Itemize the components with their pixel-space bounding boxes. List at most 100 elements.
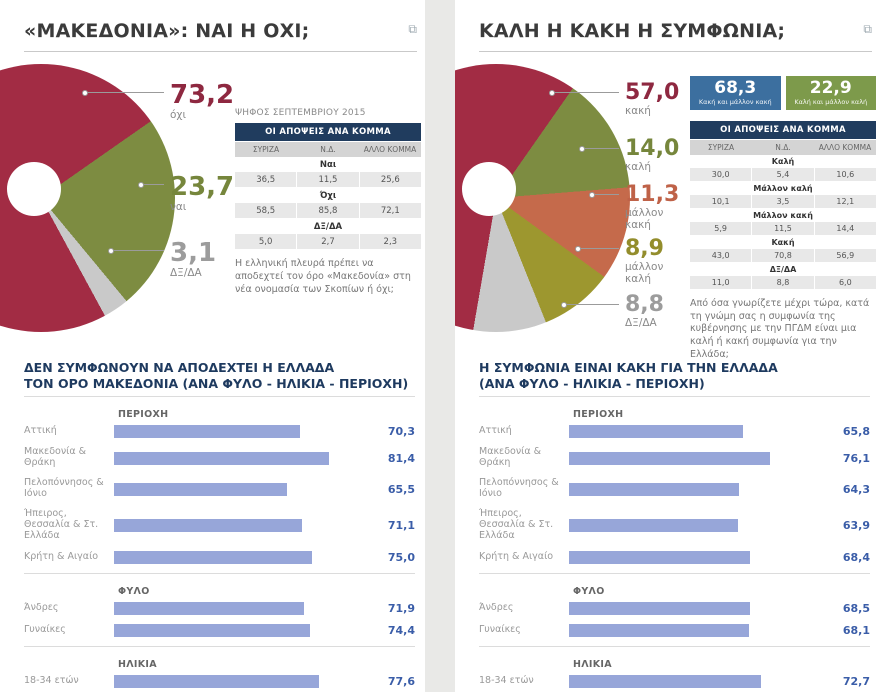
table-row-label: Μάλλον κακή — [690, 208, 876, 222]
pie-section: 57,0 κακή 14,0 καλή 11,3 μάλλον κακή 8,9 μάλλον… — [455, 52, 880, 360]
slice-label: ΔΞ/ΔΑ — [170, 267, 202, 279]
share-icon[interactable]: ⧉ — [408, 22, 417, 36]
badge-label: Καλή και μάλλον καλή — [794, 97, 868, 106]
bar-row: Γυναίκες 68,1 — [479, 623, 870, 637]
leader-line — [575, 246, 619, 252]
bar — [114, 482, 287, 496]
bar-label: Αττική — [479, 425, 512, 437]
bar-chart-section: Η ΣΥΜΦΩΝΙΑ ΕΙΝΑΙ ΚΑΚΗ ΓΙΑ ΤΗΝ ΕΛΛΑΔΑ (ΑΝ… — [455, 352, 880, 692]
bar-value: 64,3 — [842, 482, 870, 496]
table-cell-value: 5,9 — [690, 221, 752, 235]
side-column: ΨΗΦΟΣ ΣΕΠΤΕΜΒΡΙΟΥ 2015 ΟΙ ΑΠΟΨΕΙΣ ΑΝΑ ΚΟ… — [235, 108, 421, 296]
bar-track — [114, 601, 378, 615]
table-cell-value: 8,8 — [752, 275, 814, 289]
share-icon[interactable]: ⧉ — [863, 22, 872, 36]
slice-label: ναι — [170, 201, 187, 213]
bar-track — [569, 482, 833, 496]
bar-label: Μακεδονία & Θράκη — [24, 446, 87, 469]
panel-header: «ΜΑΚΕΔΟΝΙΑ»: ΝΑΙ Η ΟΧΙ; ⧉ — [24, 0, 417, 52]
bar — [569, 451, 770, 465]
bar-value: 71,1 — [387, 518, 415, 532]
slice-label: καλή — [625, 161, 651, 173]
bar-row: Πελοπόννησος & Ιόνιο 64,3 — [479, 477, 870, 500]
table-cell-value: 58,5 — [235, 203, 297, 218]
bar-group-title: ΗΛΙΚΙΑ — [118, 658, 157, 670]
leader-line — [589, 192, 619, 198]
bar-value: 77,6 — [387, 674, 415, 688]
bar-track — [114, 550, 378, 564]
table-cell-value: 2,3 — [359, 234, 421, 249]
table-cell-value: 3,5 — [752, 194, 814, 208]
table-cell-value: 25,6 — [359, 172, 421, 187]
bar-title-line2: ΤΟΝ ΟΡΟ ΜΑΚΕΔΟΝΙΑ (ΑΝΑ ΦΥΛΟ - ΗΛΙΚΙΑ - Π… — [24, 375, 409, 391]
table-cell-value: 14,4 — [814, 221, 876, 235]
panel-macedonia-question: «ΜΑΚΕΔΟΝΙΑ»: ΝΑΙ Η ΟΧΙ; ⧉ 73,2 όχι 23,7 ναι… — [0, 0, 425, 692]
bar-chart: ΠΕΡΙΟΧΗ Αττική 70,3 Μακεδονία & Θράκη 81,4 Πε… — [24, 396, 415, 692]
table-row: 5,9 11,5 14,4 — [690, 221, 876, 235]
table-column-row: ΣΥΡΙΖΑ Ν.Δ. ΑΛΛΟ ΚΟΜΜΑ — [690, 139, 876, 155]
bar-track — [114, 425, 378, 439]
table-row-label: Ναι — [235, 157, 421, 172]
table-row-label: ΔΞ/ΔΑ — [690, 262, 876, 276]
column-header: ΑΛΛΟ ΚΟΜΜΑ — [818, 142, 872, 152]
bar — [569, 518, 738, 532]
bar — [569, 623, 749, 637]
bar-label: 18-34 ετών — [24, 674, 79, 686]
bar-row: 18-34 ετών 72,7 — [479, 674, 870, 688]
bar-track — [569, 601, 833, 615]
bar-row: Άνδρες 71,9 — [24, 601, 415, 615]
pie-callout: 11,3 μάλλον κακή — [589, 184, 685, 231]
bar-track — [114, 674, 378, 688]
table-row-label: ΔΞ/ΔΑ — [235, 219, 421, 234]
bar-value: 68,5 — [842, 601, 870, 615]
bar-label: Γυναίκες — [24, 623, 66, 635]
table-cell-value: 36,5 — [235, 172, 297, 187]
table-cell-value: 5,4 — [752, 167, 814, 181]
survey-question: Από όσα γνωρίζετε μέχρι τώρα, κατά τη γν… — [690, 297, 870, 361]
slice-value: 8,9 — [625, 236, 664, 261]
bar — [114, 425, 300, 439]
bar-row: Πελοπόννησος & Ιόνιο 65,5 — [24, 477, 415, 500]
badge-value: 22,9 — [809, 78, 852, 98]
pie-callout: 57,0 κακή — [549, 82, 679, 118]
leader-line — [561, 302, 619, 308]
table-row-label: Κακή — [690, 235, 876, 249]
bar-label: Ήπειρος, Θεσσαλία & Στ. Ελλάδα — [479, 507, 554, 541]
slice-label: κακή — [625, 105, 651, 117]
table-row-label: Καλή — [690, 154, 876, 168]
slice-label: μάλλον κακή — [625, 207, 664, 231]
bar-group-title: ΦΥΛΟ — [573, 585, 605, 597]
bar-title-line1: Η ΣΥΜΦΩΝΙΑ ΕΙΝΑΙ ΚΑΚΗ ΓΙΑ ΤΗΝ ΕΛΛΑΔΑ — [479, 360, 778, 375]
bar-group-title: ΦΥΛΟ — [118, 585, 150, 597]
column-header: ΣΥΡΙΖΑ — [252, 145, 280, 154]
table-cell-value: 11,5 — [297, 172, 359, 187]
leader-line — [579, 146, 619, 152]
table-cell-value: 43,0 — [690, 248, 752, 262]
table-cell-value: 6,0 — [814, 275, 876, 289]
bar — [114, 674, 319, 688]
column-header: Ν.Δ. — [320, 145, 336, 154]
bar-row: Μακεδονία & Θράκη 81,4 — [24, 446, 415, 469]
bar-label: Μακεδονία & Θράκη — [479, 446, 542, 469]
bar — [569, 482, 739, 496]
badge-label: Κακή και μάλλον κακή — [698, 97, 772, 106]
leader-line — [108, 248, 164, 254]
pie-callouts: 73,2 όχι 23,7 ναι 3,1 ΔΞ/ΔΑ — [82, 52, 234, 352]
table-cell-value: 85,8 — [297, 203, 359, 218]
bar-value: 65,8 — [842, 425, 870, 439]
bar-row: Γυναίκες 74,4 — [24, 623, 415, 637]
bar-chart-section: ΔΕΝ ΣΥΜΦΩΝΟΥΝ ΝΑ ΑΠΟΔΕΧΤΕΙ Η ΕΛΛΑΔΑ ΤΟΝ … — [0, 352, 425, 692]
bar — [114, 518, 302, 532]
bar-track — [569, 623, 833, 637]
table-row: 30,0 5,4 10,6 — [690, 167, 876, 181]
bar-row: Αττική 65,8 — [479, 425, 870, 439]
bar-track — [569, 674, 833, 688]
bar — [114, 623, 311, 637]
bar-group-header: ΠΕΡΙΟΧΗ — [479, 396, 870, 421]
table-row: 11,0 8,8 6,0 — [690, 275, 876, 289]
pie-hole — [7, 162, 61, 216]
bar-label: Άνδρες — [24, 601, 59, 613]
bar-group-header: ΦΥΛΟ — [24, 572, 415, 598]
bar-track — [114, 482, 378, 496]
